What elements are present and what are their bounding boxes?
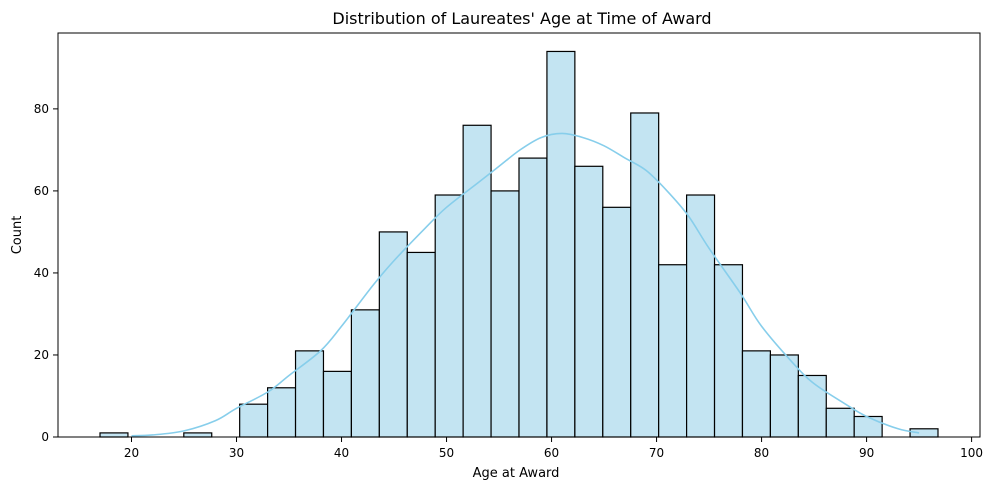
histogram-bar xyxy=(267,387,297,438)
histogram-bar xyxy=(99,432,129,438)
histogram-bar xyxy=(658,264,688,438)
histogram-bar xyxy=(602,206,632,438)
x-tick-label: 60 xyxy=(544,446,559,460)
x-axis-label: Age at Award xyxy=(473,466,560,481)
histogram-bar xyxy=(239,403,269,438)
plot-frame xyxy=(57,32,981,438)
histogram-bar xyxy=(769,354,799,438)
x-tick-label: 20 xyxy=(124,446,139,460)
histogram-bar xyxy=(462,124,492,438)
x-tick-label: 70 xyxy=(649,446,664,460)
histogram-bar xyxy=(825,407,855,438)
y-axis-label: Count xyxy=(10,216,25,255)
histogram-bar xyxy=(685,194,716,438)
histogram-bar xyxy=(350,309,380,438)
histogram-bar xyxy=(630,112,660,438)
x-tick-label: 30 xyxy=(229,446,244,460)
y-tick-label: 80 xyxy=(34,102,49,116)
x-tick-label: 100 xyxy=(960,446,983,460)
histogram-bar xyxy=(853,415,883,438)
histogram-bar xyxy=(546,50,576,438)
chart-title: Distribution of Laureates' Age at Time o… xyxy=(332,9,711,28)
histogram-bar xyxy=(406,251,436,438)
x-tick-label: 40 xyxy=(334,446,349,460)
y-tick-label: 0 xyxy=(41,430,49,444)
histogram-bar xyxy=(322,370,353,438)
y-tick-label: 40 xyxy=(34,266,49,280)
histogram-bar xyxy=(797,374,827,438)
x-tick-label: 50 xyxy=(439,446,454,460)
kde-line xyxy=(131,132,920,437)
histogram-bar xyxy=(490,190,520,438)
y-tick-label: 60 xyxy=(34,184,49,198)
y-tick-label: 20 xyxy=(34,348,49,362)
x-tick-label: 80 xyxy=(754,446,769,460)
bars-group xyxy=(99,50,939,438)
y-axis: 0 20 40 60 80 xyxy=(34,102,58,444)
histogram-bar xyxy=(713,264,744,438)
histogram-bar xyxy=(741,350,771,438)
histogram-bar xyxy=(434,194,464,438)
histogram-bar xyxy=(183,432,213,438)
histogram-bar xyxy=(518,157,548,438)
histogram-bar xyxy=(294,350,325,438)
histogram-bar xyxy=(378,231,408,438)
x-tick-label: 90 xyxy=(859,446,874,460)
histogram-bar xyxy=(574,165,604,438)
x-axis: 20 30 40 50 60 70 80 90 100 xyxy=(124,437,983,460)
